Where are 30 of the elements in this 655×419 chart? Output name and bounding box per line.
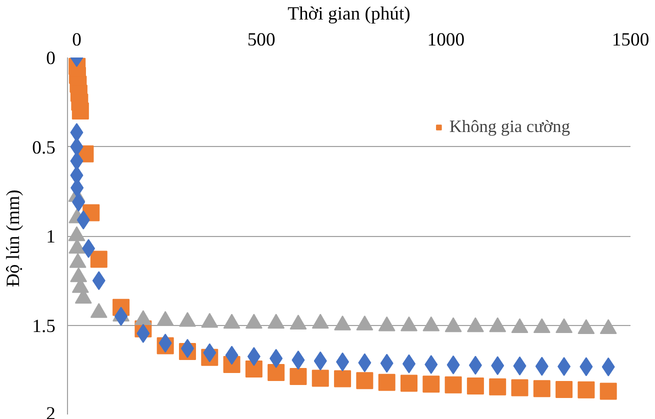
x-tick-label: 0 (72, 30, 82, 50)
x-tick-label: 1000 (427, 30, 465, 50)
point (400, 374, 418, 392)
point (600, 382, 617, 400)
point (334, 370, 352, 388)
point (90, 250, 108, 268)
y-tick-label: 0 (46, 48, 56, 69)
point (378, 374, 396, 391)
y-tick-label: 1.5 (32, 316, 56, 337)
point (466, 377, 484, 394)
point (489, 378, 506, 396)
point (290, 368, 307, 385)
x-tick-label: 1500 (612, 30, 650, 50)
point (444, 376, 462, 394)
point (533, 380, 550, 398)
legend-label: Không gia cường (449, 117, 570, 137)
point (72, 102, 89, 120)
point (245, 360, 262, 378)
y-axis-title: Độ lún (mm) (3, 190, 24, 288)
point (578, 381, 595, 398)
point (556, 381, 573, 398)
y-tick-label: 1 (46, 226, 56, 248)
point (268, 364, 285, 382)
y-tick-label: 0.5 (32, 137, 56, 158)
x-axis-title: Thời gian (phút) (288, 4, 410, 24)
point (312, 370, 329, 387)
point (356, 372, 374, 390)
point (511, 379, 528, 396)
x-tick-label: 500 (247, 30, 276, 50)
point (422, 376, 440, 393)
